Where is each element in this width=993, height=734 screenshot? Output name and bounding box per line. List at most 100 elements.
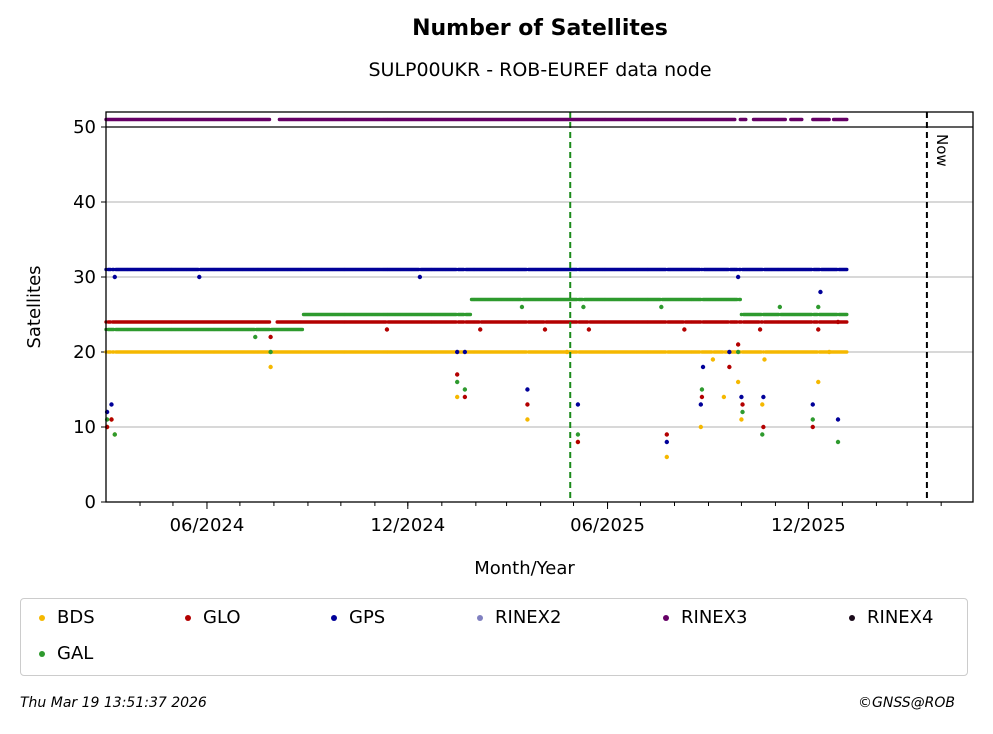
legend-label: GAL [57,643,94,664]
outlier-point-gps [727,349,732,355]
legend-item-glo: GLO [185,607,241,628]
outlier-point-bds [268,364,273,370]
outlier-point-glo [735,342,741,347]
outlier-point-glo [454,372,460,377]
outlier-point-bds [698,424,704,430]
data-point-gal [300,327,305,332]
data-point-rinex3 [845,117,849,122]
outlier-point-gal [112,432,117,437]
outlier-point-bds [721,394,727,400]
legend: BDS GLO GPS RINEX2 RINEX3 RINEX4 GAL [20,598,968,676]
now-marker-label: Now [933,134,951,167]
outlier-point-glo [727,364,732,370]
outlier-point-glo [699,394,705,400]
data-point-rinex3 [800,117,804,122]
legend-marker [185,614,191,621]
outlier-point-bds [710,357,716,362]
data-point-rinex3 [744,117,748,122]
y-axis-label: Satellites [24,265,45,348]
outlier-point-gal [268,349,273,355]
outlier-point-gps [197,274,202,280]
outlier-point-gal [519,304,525,310]
legend-item-rinex3: RINEX3 [663,607,747,628]
chart-title: Number of Satellites [412,16,668,41]
legend-label: GPS [349,607,386,628]
legend-label: BDS [57,607,95,628]
outlier-point-bds [816,379,821,385]
outlier-point-gal [760,432,765,437]
outlier-point-gal [575,432,581,437]
outlier-point-gal [454,379,460,385]
outlier-point-gal [253,334,258,340]
outlier-point-gal [581,304,586,310]
outlier-point-gps [698,402,704,407]
outlier-point-gal [735,349,741,355]
legend-item-rinex2: RINEX2 [477,607,561,628]
legend-marker [39,650,45,657]
outlier-point-gps [835,417,841,422]
outlier-point-gps [454,349,460,355]
outlier-point-glo [268,334,273,340]
data-point-gps [845,267,849,272]
outlier-point-bds [664,454,670,460]
data-point-gal [468,312,473,317]
outlier-point-glo [384,327,390,332]
plot-frame [105,111,974,503]
x-tick-label: 12/2025 [771,515,846,536]
data-points [104,117,849,460]
outlier-point-gps [109,402,114,407]
chart-subtitle: SULP00UKR - ROB-EUREF data node [368,59,712,81]
legend-marker [477,614,483,621]
legend-label: RINEX3 [681,607,748,628]
y-tick-label: 0 [85,492,96,513]
outlier-point-gal [740,409,745,415]
legend-item-rinex4: RINEX4 [849,607,933,628]
outlier-point-gps [739,394,744,400]
outlier-point-gps [462,349,468,355]
outlier-point-bds [525,417,530,422]
outlier-point-gps [700,364,706,370]
outlier-point-bds [760,402,765,407]
outlier-point-gal [835,439,841,445]
data-point-gal [845,312,849,317]
x-axis-label: Month/Year [474,558,575,579]
outlier-point-gps [112,274,117,280]
y-tick-label: 20 [73,342,96,363]
outlier-point-bds [827,349,832,355]
data-point-rinex3 [267,117,272,122]
y-tick-label: 30 [73,267,96,288]
outlier-point-gps [761,394,766,400]
legend-label: RINEX4 [867,607,934,628]
data-point-rinex3 [733,117,737,122]
x-tick-label: 12/2024 [370,515,445,536]
outlier-point-gps [575,402,581,407]
outlier-point-gal [810,417,815,422]
outlier-point-glo [542,327,548,332]
outlier-point-bds [762,357,767,362]
y-tick-label: 10 [73,417,96,438]
legend-marker [849,614,855,621]
legend-label: RINEX2 [495,607,562,628]
outlier-point-gps [664,439,670,445]
outlier-point-gal [777,304,783,310]
outlier-point-glo [810,424,815,430]
y-tick-label: 50 [73,117,96,138]
legend-item-gal: GAL [39,643,93,664]
legend-marker [331,614,337,621]
outlier-point-bds [739,417,744,422]
outlier-point-glo [478,327,483,332]
outlier-point-glo [586,327,592,332]
outlier-point-gps [735,274,741,280]
legend-item-gps: GPS [331,607,385,628]
outlier-point-glo [109,417,114,422]
outlier-point-bds [454,394,460,400]
outlier-point-glo [664,432,670,437]
outlier-point-glo [462,394,468,400]
outlier-point-bds [564,349,570,355]
outlier-point-gps [810,402,815,407]
outlier-point-glo [525,402,530,407]
x-tick-label: 06/2024 [170,515,245,536]
generated-timestamp: Thu Mar 19 13:51:37 2026 [20,695,207,711]
data-point-rinex3 [827,117,831,122]
